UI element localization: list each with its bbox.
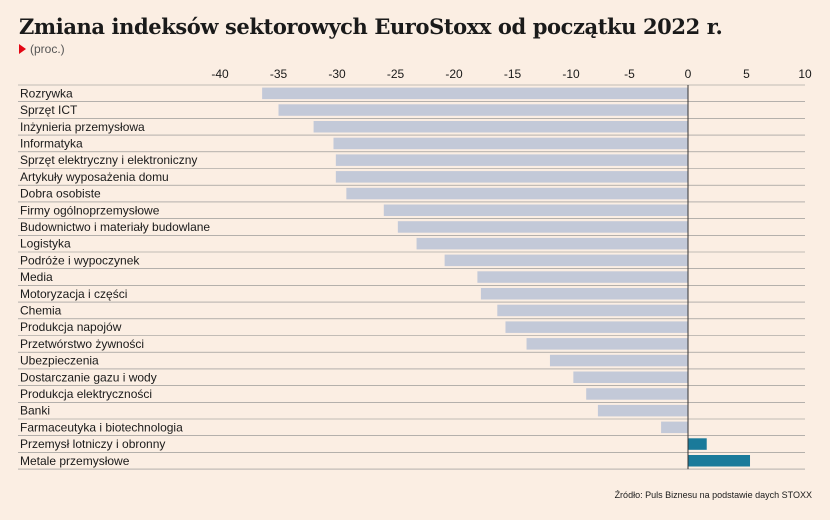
bar bbox=[314, 121, 688, 133]
category-label: Informatyka bbox=[20, 136, 83, 150]
bar bbox=[573, 372, 688, 384]
x-tick-label: -40 bbox=[211, 67, 229, 81]
category-label: Rozrywka bbox=[20, 86, 73, 100]
category-label: Budownictwo i materiały budowlane bbox=[20, 220, 210, 234]
x-tick-label: -5 bbox=[624, 67, 635, 81]
category-label: Inżynieria przemysłowa bbox=[20, 120, 145, 134]
category-label: Media bbox=[20, 270, 53, 284]
x-tick-label: 10 bbox=[798, 67, 812, 81]
source-note: Źródło: Puls Biznesu na podstawie daych … bbox=[615, 490, 812, 500]
category-label: Podróże i wypoczynek bbox=[20, 253, 140, 267]
bar bbox=[346, 188, 688, 200]
x-tick-label: -30 bbox=[328, 67, 346, 81]
bar bbox=[598, 405, 688, 417]
category-label: Motoryzacja i części bbox=[20, 287, 127, 301]
bar bbox=[333, 138, 688, 150]
x-axis-ticks: -40 -35 -30 -25 -20 -15 -10 -5 0 5 10 bbox=[211, 67, 812, 81]
bar bbox=[336, 171, 688, 183]
x-tick-label: 5 bbox=[743, 67, 750, 81]
category-label: Dostarczanie gazu i wody bbox=[20, 370, 157, 384]
bar bbox=[384, 205, 688, 217]
category-label: Sprzęt elektryczny i elektroniczny bbox=[20, 153, 197, 167]
bar-chart: -40 -35 -30 -25 -20 -15 -10 -5 0 5 10 Rozrywka Sprz… bbox=[0, 0, 830, 520]
category-label: Metale przemysłowe bbox=[20, 454, 130, 468]
x-tick-label: -20 bbox=[445, 67, 463, 81]
x-tick-label: -25 bbox=[387, 67, 405, 81]
category-label: Banki bbox=[20, 404, 50, 418]
bar bbox=[398, 221, 688, 233]
category-label: Dobra osobiste bbox=[20, 187, 101, 201]
bar bbox=[481, 288, 688, 300]
bars bbox=[262, 88, 750, 467]
bar bbox=[477, 271, 688, 283]
x-tick-label: -10 bbox=[562, 67, 580, 81]
category-label: Artykuły wyposażenia domu bbox=[20, 170, 169, 184]
x-tick-label: 0 bbox=[685, 67, 692, 81]
x-tick-label: -15 bbox=[504, 67, 522, 81]
category-label: Produkcja elektryczności bbox=[20, 387, 152, 401]
bar bbox=[336, 154, 688, 166]
bar bbox=[279, 104, 689, 116]
bar bbox=[688, 455, 750, 467]
category-label: Chemia bbox=[20, 303, 62, 317]
bar bbox=[497, 305, 688, 317]
bar bbox=[688, 438, 707, 450]
bar bbox=[505, 321, 688, 333]
category-label: Przemysł lotniczy i obronny bbox=[20, 437, 165, 451]
bar bbox=[550, 355, 688, 367]
category-label: Ubezpieczenia bbox=[20, 354, 99, 368]
bar bbox=[586, 388, 688, 400]
category-label: Logistyka bbox=[20, 237, 71, 251]
category-label: Firmy ogólnoprzemysłowe bbox=[20, 203, 160, 217]
bar bbox=[527, 338, 688, 350]
category-label: Sprzęt ICT bbox=[20, 103, 78, 117]
category-label: Produkcja napojów bbox=[20, 320, 122, 334]
x-tick-label: -35 bbox=[270, 67, 288, 81]
bar bbox=[262, 88, 688, 100]
category-label: Przetwórstwo żywności bbox=[20, 337, 144, 351]
bar bbox=[445, 255, 688, 267]
category-label: Farmaceutyka i biotechnologia bbox=[20, 420, 183, 434]
bar bbox=[661, 422, 688, 434]
bar bbox=[417, 238, 688, 250]
